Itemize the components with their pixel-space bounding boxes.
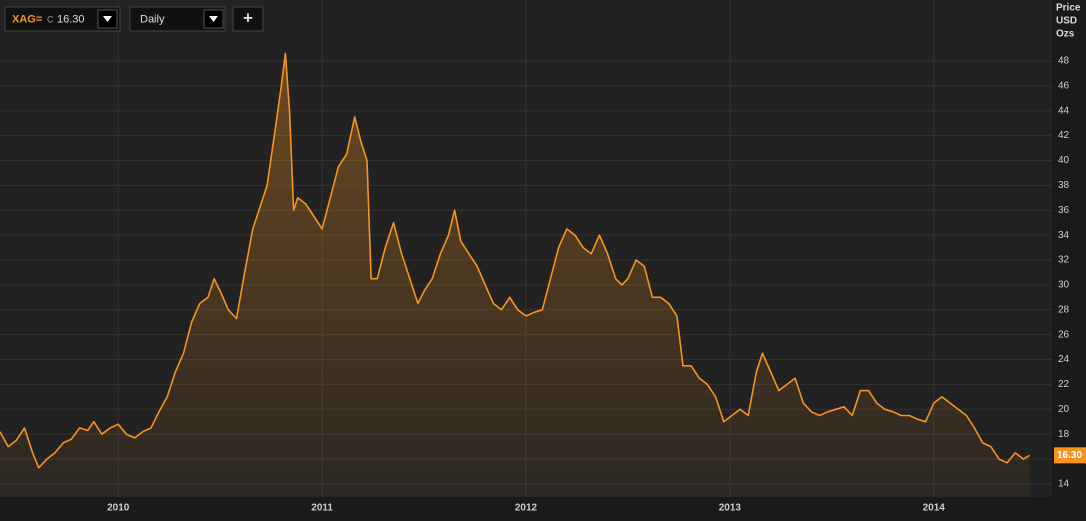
y-tick-label: 28 bbox=[1058, 304, 1070, 315]
y-tick-label: 46 bbox=[1058, 80, 1070, 91]
y-axis-label: USD bbox=[1056, 16, 1077, 27]
y-tick-label: 24 bbox=[1058, 354, 1070, 365]
y-tick-label: 20 bbox=[1058, 404, 1070, 415]
add-button[interactable] bbox=[232, 6, 264, 32]
x-tick-label: 2013 bbox=[719, 503, 742, 514]
x-tick-label: 2014 bbox=[923, 503, 946, 514]
y-tick-label: 30 bbox=[1058, 280, 1070, 291]
y-tick-label: 34 bbox=[1058, 230, 1070, 241]
close-prefix: C bbox=[47, 14, 54, 24]
x-tick-label: 2012 bbox=[515, 503, 538, 514]
y-tick-label: 36 bbox=[1058, 205, 1070, 216]
y-tick-label: 48 bbox=[1058, 56, 1070, 67]
y-axis-label: Price bbox=[1056, 3, 1081, 14]
y-tick-label: 18 bbox=[1058, 429, 1070, 440]
y-tick-label: 26 bbox=[1058, 329, 1070, 340]
y-tick-label: 38 bbox=[1058, 180, 1070, 191]
add-icon: + bbox=[243, 8, 253, 27]
symbol: XAG= bbox=[12, 13, 42, 25]
y-tick-label: 42 bbox=[1058, 130, 1070, 141]
interval: Daily bbox=[140, 13, 165, 25]
y-tick-label: 14 bbox=[1058, 479, 1070, 490]
y-tick-label: 32 bbox=[1058, 255, 1070, 266]
x-tick-label: 2011 bbox=[311, 503, 333, 514]
last-value-tag bbox=[1054, 447, 1086, 464]
y-axis-strip bbox=[1052, 0, 1086, 497]
last-value-label: 16.30 bbox=[1057, 450, 1082, 461]
toolbar: XAG= C 16.30 Daily + bbox=[4, 6, 264, 32]
dropdown-arrow bbox=[209, 16, 218, 22]
y-tick-label: 22 bbox=[1058, 379, 1070, 390]
dropdown-arrow bbox=[103, 16, 112, 22]
y-tick-label: 40 bbox=[1058, 155, 1070, 166]
area-fill bbox=[0, 53, 1030, 497]
x-tick-label: 2010 bbox=[107, 503, 130, 514]
y-tick-label: 44 bbox=[1058, 105, 1070, 116]
close-value: 16.30 bbox=[57, 13, 85, 25]
price-line bbox=[0, 52, 1031, 469]
x-axis-strip bbox=[0, 497, 1086, 521]
y-axis-label: Ozs bbox=[1056, 29, 1075, 40]
